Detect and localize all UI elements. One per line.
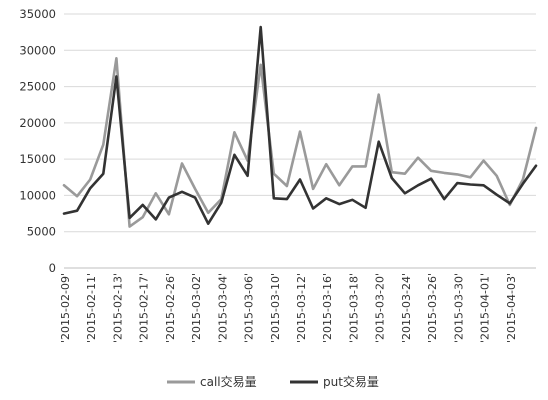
y-tick-label: 20000 — [19, 116, 56, 130]
x-tick-label: '2015-02-26' — [164, 273, 177, 343]
x-tick-label: '2015-02-09' — [59, 273, 72, 343]
x-tick-label: '2015-03-10' — [269, 273, 282, 343]
x-tick-label: '2015-02-11' — [85, 273, 98, 343]
x-tick-label: '2015-03-16' — [321, 273, 334, 343]
legend: call交易量 put交易量 — [167, 374, 379, 389]
y-tick-label: 5000 — [27, 225, 56, 239]
y-tick-label: 30000 — [19, 43, 56, 57]
x-axis-ticks: '2015-02-09' '2015-02-11' '2015-02-13' '201… — [59, 273, 518, 343]
x-tick-label: '2015-03-06' — [243, 273, 256, 343]
x-tick-label: '2015-02-13' — [111, 273, 124, 343]
x-tick-label: '2015-03-24' — [400, 273, 413, 343]
y-tick-label: 35000 — [19, 7, 56, 21]
x-tick-label: '2015-03-30' — [452, 273, 465, 343]
y-tick-label: 25000 — [19, 80, 56, 94]
legend-label-call: call交易量 — [200, 374, 257, 389]
y-tick-label: 0 — [49, 261, 56, 275]
series-line-call — [62, 56, 538, 228]
series-line-put — [62, 25, 538, 225]
x-tick-label: '2015-03-12' — [295, 273, 308, 343]
x-tick-label: '2015-04-03' — [505, 273, 518, 343]
y-axis-ticks: 0 5000 10000 15000 20000 25000 30000 35000 — [19, 7, 56, 275]
x-tick-label: '2015-03-18' — [347, 273, 360, 343]
series-lines — [62, 25, 538, 228]
gridlines — [64, 13, 536, 233]
x-tick-label: '2015-03-02' — [190, 273, 203, 343]
legend-label-put: put交易量 — [323, 374, 379, 389]
x-tick-label: '2015-03-04' — [216, 273, 229, 343]
x-tick-label: '2015-02-17' — [138, 273, 151, 343]
y-tick-label: 10000 — [19, 188, 56, 202]
x-tick-label: '2015-03-26' — [426, 273, 439, 343]
x-tick-label: '2015-03-20' — [374, 273, 387, 343]
y-tick-label: 15000 — [19, 152, 56, 166]
x-tick-label: '2015-04-01' — [479, 273, 492, 343]
